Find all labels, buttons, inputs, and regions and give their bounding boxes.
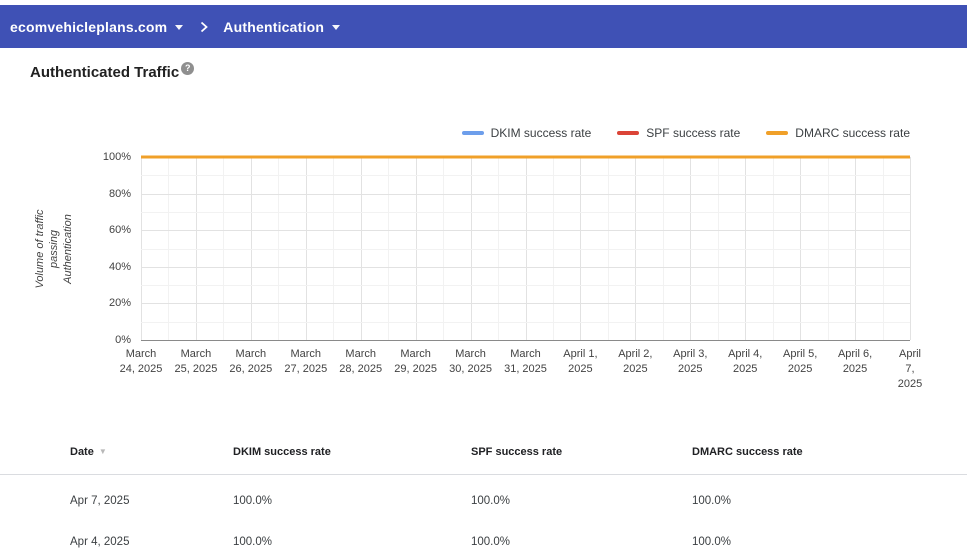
x-axis-tick: March 29, 2025 (394, 348, 438, 375)
legend-label: DKIM success rate (490, 126, 592, 140)
legend-label: DMARC success rate (795, 126, 910, 140)
chevron-right-icon (199, 21, 209, 33)
table-header-row: Date ▼ DKIM success rate SPF success rate… (0, 440, 967, 475)
legend-item-dkim: DKIM success rate (461, 126, 592, 140)
x-axis-tick: March 30, 2025 (449, 348, 492, 375)
gridline (141, 285, 910, 287)
authentication-table: Date ▼ DKIM success rate SPF success rate… (0, 440, 967, 557)
chart-legend: DKIM success rate SPF success rate DMARC… (461, 126, 910, 140)
cell-dkim: 100.0% (233, 495, 273, 507)
cell-dkim: 100.0% (233, 536, 273, 548)
y-axis-title: Volume of traffic passing Authentication (34, 209, 74, 289)
chevron-down-icon (332, 25, 341, 30)
domain-dropdown[interactable]: ecomvehicleplans.com (10, 18, 184, 35)
x-axis-tick: April 2, 2025 (618, 348, 653, 375)
legend-item-spf: SPF success rate (617, 126, 740, 140)
gridline (141, 321, 910, 323)
table-row: Apr 7, 2025 100.0% 100.0% 100.0% (0, 480, 967, 521)
y-axis-tick: 100% (102, 151, 131, 163)
dmarc-line-swatch (766, 131, 789, 135)
cell-dmarc: 100.0% (692, 495, 732, 507)
column-header-dmarc[interactable]: DMARC success rate (692, 446, 803, 458)
y-axis-tick: 20% (108, 297, 131, 310)
x-axis-tick: March 31, 2025 (504, 348, 547, 375)
table-body: Apr 7, 2025 100.0% 100.0% 100.0% Apr 4, … (0, 480, 967, 557)
x-axis-tick: April 5, 2025 (783, 348, 818, 375)
cell-spf: 100.0% (471, 495, 511, 507)
x-axis-tick: April 3, 2025 (673, 348, 708, 375)
x-axis-tick: March 27, 2025 (284, 348, 328, 375)
chevron-down-icon (175, 25, 184, 30)
gridline (141, 230, 910, 232)
section-dropdown-label: Authentication (223, 18, 325, 35)
legend-item-dmarc: DMARC success rate (766, 126, 910, 140)
x-axis-tick: March 24, 2025 (119, 348, 163, 375)
top-nav-bar: ecomvehicleplans.com Authentication (0, 5, 967, 48)
sort-descending-icon: ▼ (98, 447, 107, 456)
authenticated-traffic-chart: DKIM success rate SPF success rate DMARC… (0, 110, 967, 405)
spf-line-swatch (617, 131, 640, 135)
domain-dropdown-label: ecomvehicleplans.com (10, 18, 168, 35)
gridline (141, 248, 910, 250)
dkim-line-swatch (461, 131, 484, 135)
y-axis-tick: 0% (115, 334, 131, 346)
help-icon[interactable]: ? (181, 62, 195, 75)
x-axis-tick: March 26, 2025 (229, 348, 273, 375)
section-dropdown[interactable]: Authentication (223, 18, 341, 35)
y-axis-tick: 40% (108, 260, 131, 273)
cell-date: Apr 4, 2025 (70, 536, 130, 548)
page-title: Authenticated Traffic (30, 64, 180, 81)
gridline (141, 211, 910, 213)
plot-area: 100% 80% 60% 40% 20% 0% March 24, 2025 March 25… (103, 151, 922, 390)
y-axis-tick: 80% (108, 187, 131, 200)
y-axis-tick: 60% (108, 224, 131, 237)
gridline (141, 193, 910, 195)
x-axis-tick: April 4, 2025 (728, 348, 763, 375)
legend-label: SPF success rate (646, 126, 741, 140)
column-header-dkim[interactable]: DKIM success rate (233, 446, 331, 458)
gridline (141, 175, 910, 177)
gridline (141, 303, 910, 305)
gridline (141, 266, 910, 268)
column-header-spf[interactable]: SPF success rate (471, 446, 563, 458)
x-axis-tick: March 25, 2025 (174, 348, 218, 375)
column-header-date[interactable]: Date ▼ (70, 446, 107, 458)
gridline (910, 157, 911, 340)
x-axis-tick: April 6, 2025 (837, 348, 873, 375)
x-axis-tick: April 1, 2025 (563, 348, 598, 375)
x-axis-tick: March 28, 2025 (339, 348, 383, 375)
table-row: Apr 4, 2025 100.0% 100.0% 100.0% (0, 521, 967, 557)
title-row: Authenticated Traffic ? (30, 62, 195, 81)
y-axis-title-box: Volume of traffic passing Authentication (0, 157, 108, 341)
cell-date: Apr 7, 2025 (70, 495, 130, 507)
x-axis-tick: April 7, 2025 (897, 348, 923, 390)
cell-dmarc: 100.0% (692, 536, 732, 548)
cell-spf: 100.0% (471, 536, 511, 548)
series-lines (141, 155, 910, 159)
